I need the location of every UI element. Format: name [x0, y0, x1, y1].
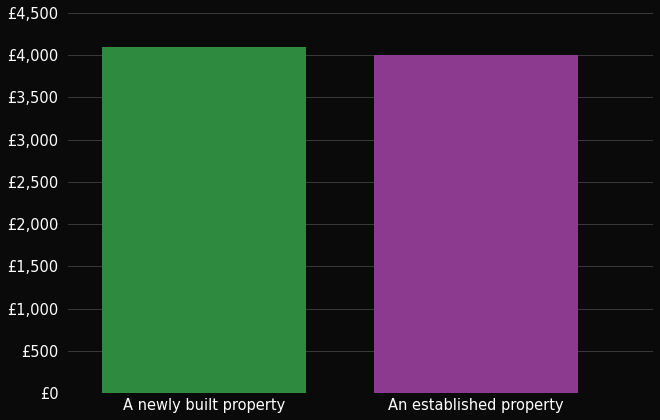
Bar: [374, 55, 578, 393]
Bar: [102, 47, 306, 393]
